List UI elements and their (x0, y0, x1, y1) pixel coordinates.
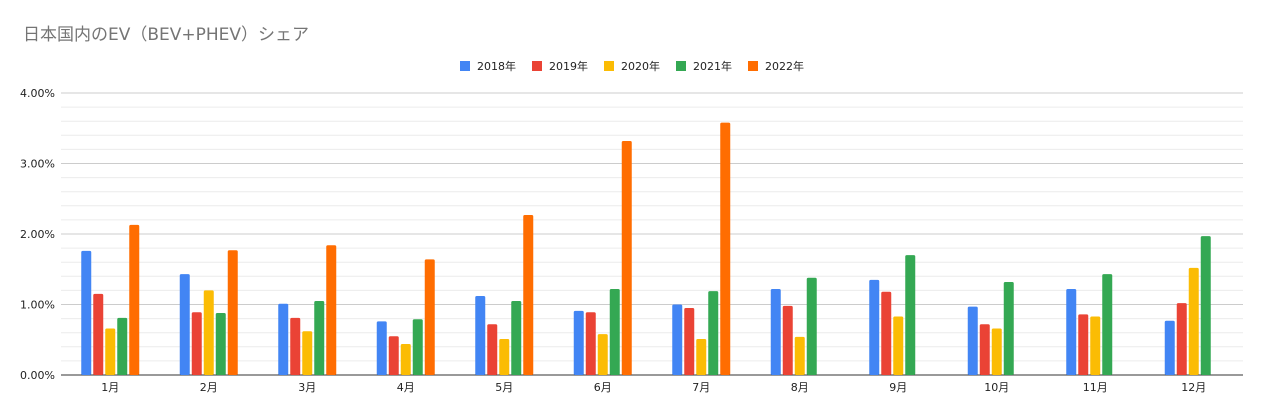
bar-2021年-1月 (117, 317, 128, 375)
bar-2020年-5月 (499, 339, 510, 375)
x-tick-label: 11月 (1083, 381, 1108, 394)
bar-2018年-11月 (1066, 288, 1077, 375)
bar-2018年-12月 (1164, 320, 1175, 375)
x-tick-label: 9月 (889, 381, 907, 394)
legend-label: 2022年 (765, 60, 804, 73)
y-tick-label: 4.00% (20, 87, 55, 100)
bar-2020年-12月 (1188, 267, 1199, 375)
x-tick-label: 10月 (984, 381, 1009, 394)
x-tick-label: 5月 (495, 381, 513, 394)
bar-2018年-8月 (770, 288, 781, 375)
bar-2021年-12月 (1200, 236, 1211, 375)
bar-2020年-8月 (794, 336, 805, 375)
bar-2022年-4月 (424, 259, 435, 375)
bar-2019年-8月 (782, 305, 793, 375)
chart-title: 日本国内のEV（BEV+PHEV）シェア (23, 25, 310, 45)
bar-2020年-11月 (1090, 316, 1101, 375)
bar-2018年-10月 (967, 306, 978, 375)
bar-2018年-4月 (376, 321, 387, 375)
bar-2020年-3月 (302, 331, 313, 375)
x-tick-label: 8月 (791, 381, 809, 394)
bar-2020年-4月 (400, 343, 411, 375)
bar-2020年-9月 (893, 316, 904, 375)
bar-2018年-7月 (672, 304, 683, 375)
bar-2020年-2月 (203, 290, 214, 375)
bar-2020年-6月 (597, 334, 608, 375)
bar-2022年-1月 (129, 224, 140, 375)
bar-2018年-2月 (179, 274, 190, 375)
bar-2022年-5月 (523, 214, 534, 375)
y-tick-label: 0.00% (20, 369, 55, 382)
bar-2021年-11月 (1102, 274, 1113, 375)
bar-2018年-5月 (475, 296, 486, 375)
bar-2019年-4月 (388, 336, 399, 375)
x-tick-label: 4月 (397, 381, 415, 394)
bar-2019年-9月 (881, 291, 892, 375)
bar-2018年-3月 (278, 303, 289, 375)
legend-item: 2021年 (676, 58, 732, 74)
legend-item: 2019年 (532, 58, 588, 74)
legend-label: 2021年 (693, 60, 732, 73)
bar-2020年-1月 (105, 328, 116, 375)
bar-2021年-8月 (806, 277, 817, 375)
x-tick-label: 12月 (1181, 381, 1206, 394)
legend-label: 2019年 (549, 60, 588, 73)
bar-2019年-3月 (290, 317, 301, 375)
bar-2019年-2月 (191, 312, 202, 375)
legend-label: 2020年 (621, 60, 660, 73)
bar-2022年-2月 (227, 250, 238, 375)
legend-swatch (460, 61, 470, 71)
bar-2019年-7月 (684, 308, 695, 375)
bar-2020年-7月 (696, 339, 707, 375)
bar-2018年-9月 (869, 279, 880, 375)
x-tick-label: 1月 (101, 381, 119, 394)
bar-2022年-7月 (720, 122, 731, 375)
bar-2018年-1月 (81, 250, 92, 375)
y-tick-label: 3.00% (20, 158, 55, 171)
x-tick-label: 2月 (200, 381, 218, 394)
bar-2022年-6月 (621, 140, 632, 375)
bar-2019年-11月 (1078, 314, 1089, 375)
bar-2019年-10月 (979, 324, 990, 375)
bar-2021年-6月 (609, 288, 620, 375)
bar-2020年-10月 (991, 328, 1002, 375)
legend-item: 2022年 (748, 58, 804, 74)
bar-2019年-1月 (93, 293, 104, 375)
bar-2022年-3月 (326, 245, 337, 375)
legend-swatch (676, 61, 686, 71)
legend-swatch (604, 61, 614, 71)
x-tick-label: 7月 (692, 381, 710, 394)
bar-2021年-5月 (511, 300, 522, 375)
legend-item: 2018年 (460, 58, 516, 74)
bar-2021年-4月 (412, 319, 423, 375)
legend-label: 2018年 (477, 60, 516, 73)
bar-2019年-6月 (585, 312, 596, 375)
y-tick-label: 2.00% (20, 228, 55, 241)
legend-item: 2020年 (604, 58, 660, 74)
y-tick-label: 1.00% (20, 299, 55, 312)
bar-2021年-3月 (314, 300, 325, 375)
legend: 2018年 2019年 2020年 2021年 2022年 (0, 58, 1264, 74)
x-tick-label: 3月 (298, 381, 316, 394)
bar-2021年-10月 (1003, 281, 1014, 375)
legend-swatch (532, 61, 542, 71)
x-tick-label: 6月 (594, 381, 612, 394)
bar-2018年-6月 (573, 310, 584, 375)
legend-swatch (748, 61, 758, 71)
bar-2021年-2月 (215, 312, 226, 375)
bar-2021年-9月 (905, 255, 916, 375)
bar-2021年-7月 (708, 291, 719, 375)
bar-2019年-12月 (1176, 303, 1187, 375)
bar-2019年-5月 (487, 324, 498, 375)
